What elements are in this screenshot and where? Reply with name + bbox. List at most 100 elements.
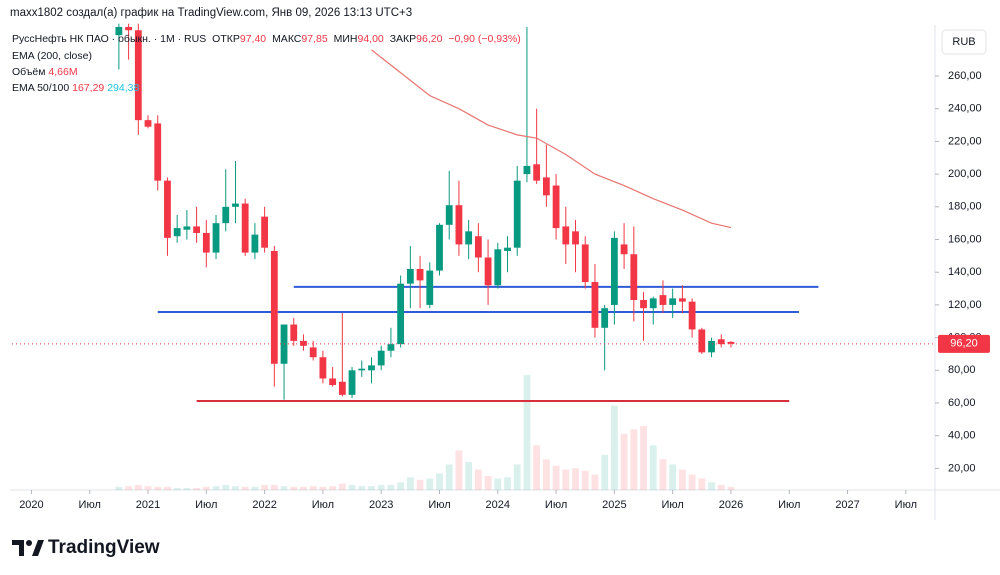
x-tick-label: Июл (428, 499, 450, 511)
volume-bar (416, 479, 424, 490)
y-tick-label: 220,00 (948, 135, 982, 147)
ema-value-1: 167,29 (72, 82, 104, 94)
candle-body (290, 324, 298, 341)
candle-body (251, 234, 259, 253)
ema-line (371, 49, 732, 229)
volume-bar (727, 487, 735, 490)
volume-bar (397, 482, 405, 490)
volume-bar (591, 474, 599, 490)
candle-body (241, 203, 249, 253)
y-tick-label: 260,00 (948, 70, 982, 82)
candle-body (348, 370, 356, 395)
x-tick-label: 2020 (19, 499, 43, 511)
candle-body (659, 295, 667, 305)
candle-body (144, 120, 152, 127)
candle-body (115, 26, 123, 36)
volume-bar (144, 486, 152, 490)
volume-bar (455, 450, 463, 490)
volume-bar (708, 482, 715, 490)
candle-body (377, 350, 385, 366)
candle-body (387, 344, 395, 351)
volume-bar (183, 488, 191, 490)
x-tick-label: 2025 (602, 499, 626, 511)
high-name: МАКС (272, 33, 302, 45)
volume-bar (542, 459, 550, 490)
volume-bar (290, 486, 298, 490)
volume-bar (338, 483, 346, 490)
candle-body (125, 26, 132, 31)
x-tick-label: Июл (778, 499, 800, 511)
x-tick-label: 2023 (369, 499, 393, 511)
last-price-label: 96,20 (950, 338, 978, 350)
y-tick-label: 60,00 (948, 397, 976, 409)
candle-body (601, 308, 609, 328)
currency[interactable]: RUB (952, 36, 975, 48)
volume-bar (280, 486, 288, 490)
volume-bar (173, 488, 181, 490)
close-name: ЗАКР (390, 33, 416, 45)
candle-body (474, 236, 482, 258)
change: −0,90 (−0,93%) (448, 33, 520, 45)
ema-name: EMA 50/100 (12, 82, 69, 94)
candle-body (727, 341, 735, 344)
candle-body (455, 205, 463, 245)
volume-bar (630, 429, 638, 490)
candle-body (154, 123, 162, 181)
currency-button[interactable] (941, 29, 987, 55)
candle-body (552, 185, 560, 229)
y-tick-label: 80,00 (948, 364, 976, 376)
candle-body (669, 298, 677, 305)
candle-body (591, 282, 599, 328)
volume-bar (445, 464, 453, 490)
volume-bar (474, 469, 482, 490)
low-value: 94,00 (358, 33, 384, 45)
y-tick-label: 200,00 (948, 168, 982, 180)
candle-body (513, 180, 521, 248)
ema-legend: EMA 50/100 167,29 294,38 (12, 82, 139, 94)
y-tick-label: 240,00 (948, 103, 982, 115)
ema200-label: EMA (200, close) (12, 50, 92, 62)
x-tick-label: 2026 (719, 499, 743, 511)
candle-body (630, 254, 638, 301)
volume-bar (164, 486, 171, 490)
candle-body (465, 231, 473, 245)
candle-body (688, 301, 696, 330)
volume-bar (193, 488, 201, 490)
candle-body (504, 247, 511, 251)
y-tick-label: 120,00 (948, 299, 982, 311)
volume-bar (115, 486, 123, 490)
volume-bar (309, 486, 317, 490)
candle-body (338, 381, 346, 395)
logo-icon (12, 540, 44, 556)
candle-body (309, 347, 317, 358)
candle-body (193, 226, 201, 233)
candle-body (494, 249, 502, 286)
volume-bar (319, 486, 327, 490)
volume-bar (610, 405, 618, 490)
volume-bar (678, 469, 686, 490)
volume-legend: Объём 4,66M (12, 66, 78, 78)
candle-body (572, 231, 579, 245)
candle-body (426, 270, 434, 305)
candle-body (640, 300, 647, 309)
candle-body (300, 340, 307, 346)
candle-body (212, 223, 220, 253)
volume-bar (572, 468, 579, 490)
y-tick-label: 40,00 (948, 430, 976, 442)
x-tick-label: 2027 (835, 499, 859, 511)
y-tick-label: 180,00 (948, 201, 982, 213)
candle-body (406, 268, 414, 284)
volume-bar (484, 475, 492, 490)
volume-bar (562, 469, 570, 490)
candle-body (416, 268, 424, 281)
volume-bar (494, 478, 502, 490)
candle-body (358, 368, 366, 371)
volume-bar (620, 433, 628, 490)
x-tick-label: Июл (312, 499, 334, 511)
logo: TradingView (48, 537, 160, 558)
volume-bar (698, 478, 706, 490)
volume-bar (368, 486, 375, 490)
candle-body (183, 226, 191, 230)
volume-bar (154, 486, 162, 490)
